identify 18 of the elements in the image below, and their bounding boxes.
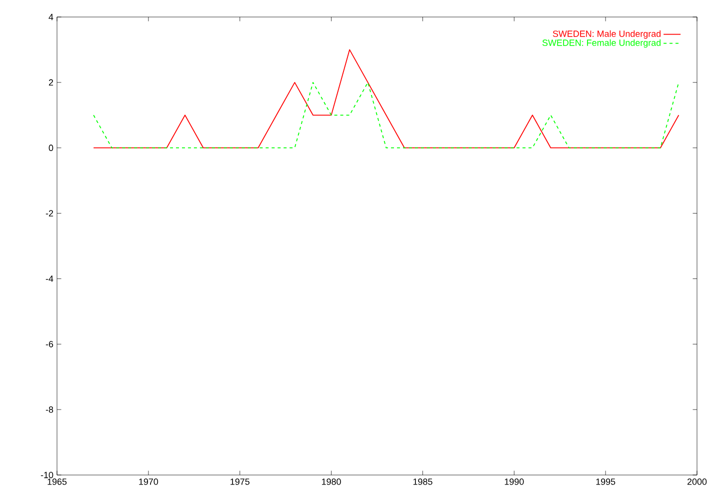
x-tick-label: 1975 xyxy=(230,478,250,485)
legend-label: SWEDEN: Female Undergrad xyxy=(542,39,661,48)
y-tick-label: -8 xyxy=(46,406,54,413)
y-tick-label: -10 xyxy=(40,472,54,478)
x-tick-label: 1965 xyxy=(48,478,67,485)
y-tick-label: -6 xyxy=(46,340,54,348)
x-tick-label: 1990 xyxy=(504,478,524,485)
legend-label: SWEDEN: Male Undergrad xyxy=(552,30,661,39)
x-tick-label: 1985 xyxy=(413,478,432,485)
y-tick-label: -2 xyxy=(46,210,54,216)
x-tick-label: 1970 xyxy=(139,478,158,485)
y-tick-label: -4 xyxy=(46,276,54,282)
x-tick-label: 1980 xyxy=(322,478,341,485)
y-tick-label: 0 xyxy=(48,144,54,152)
y-tick-label: 4 xyxy=(48,14,54,20)
x-tick-label: 1995 xyxy=(596,478,616,485)
x-tick-label: 2000 xyxy=(687,478,707,485)
y-tick-label: 2 xyxy=(48,79,54,86)
